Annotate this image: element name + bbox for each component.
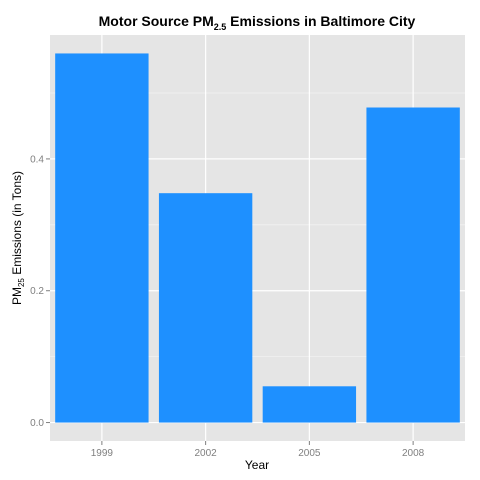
y-axis-label-prefix: PM — [10, 287, 24, 305]
x-tick-label: 2008 — [402, 448, 425, 459]
bar-2008 — [366, 108, 459, 423]
y-tick-label: 0.2 — [30, 286, 44, 297]
y-tick-label: 0.4 — [30, 154, 44, 165]
y-axis-ticks: 0.0 0.2 0.4 — [30, 154, 50, 429]
chart-title-suffix: Emissions in Baltimore City — [226, 13, 415, 29]
chart-title-prefix: Motor Source PM — [99, 13, 214, 29]
chart-title-subscript: 2.5 — [214, 22, 227, 32]
y-axis-label: PM25 Emissions (in Tons) — [10, 171, 26, 305]
chart-title: Motor Source PM2.5 Emissions in Baltimor… — [99, 13, 416, 32]
x-tick-label: 1999 — [91, 448, 114, 459]
x-tick-label: 2002 — [195, 448, 218, 459]
bar-1999 — [55, 53, 148, 422]
bar-2002 — [159, 193, 252, 422]
bar-2005 — [263, 386, 356, 422]
x-tick-label: 2005 — [298, 448, 321, 459]
x-axis-ticks: 1999 2002 2005 2008 — [91, 441, 425, 459]
y-axis-label-suffix: Emissions (in Tons) — [10, 171, 24, 278]
x-axis-label: Year — [245, 458, 269, 472]
y-tick-label: 0.0 — [30, 418, 44, 429]
